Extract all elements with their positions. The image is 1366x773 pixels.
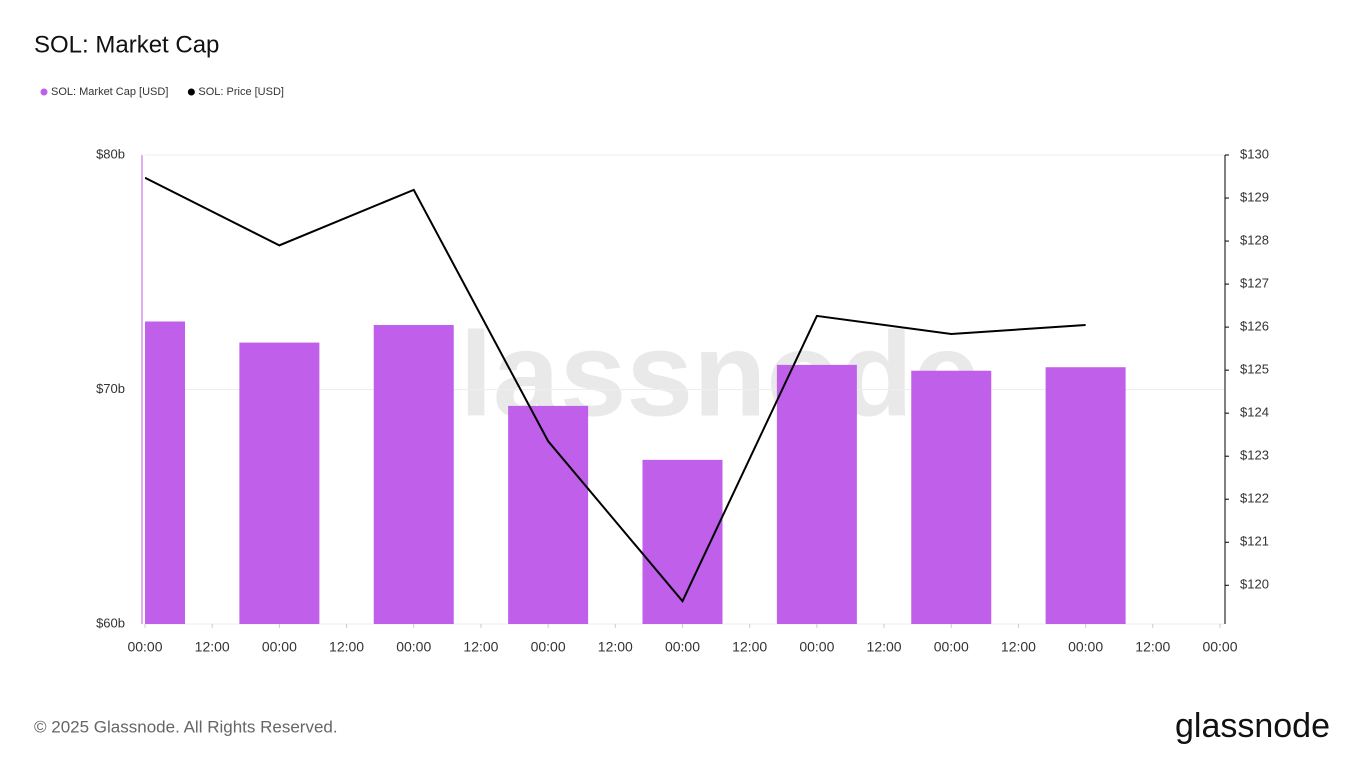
- x-tick-label: 12:00: [867, 639, 902, 655]
- y2-tick-label: $128: [1240, 232, 1269, 247]
- chart-title: SOL: Market Cap: [34, 31, 219, 58]
- bar: [776, 364, 857, 624]
- legend-label: SOL: Market Cap [USD]: [51, 86, 168, 98]
- bar: [239, 342, 320, 624]
- legend-dot: [40, 88, 48, 96]
- x-tick-label: 12:00: [463, 639, 498, 655]
- y-tick-label: $80b: [96, 146, 125, 161]
- y2-tick-label: $125: [1240, 362, 1269, 377]
- legend-label: SOL: Price [USD]: [198, 86, 284, 98]
- y-tick-label: $60b: [96, 615, 125, 630]
- bar: [145, 321, 185, 624]
- x-tick-label: 00:00: [934, 639, 969, 655]
- x-tick-label: 12:00: [195, 639, 230, 655]
- y2-tick-label: $120: [1240, 577, 1269, 592]
- x-tick-label: 00:00: [531, 639, 566, 655]
- x-tick-label: 12:00: [329, 639, 364, 655]
- x-tick-label: 00:00: [799, 639, 834, 655]
- y2-tick-label: $122: [1240, 491, 1269, 506]
- y2-tick-label: $121: [1240, 534, 1269, 549]
- x-tick-label: 12:00: [1135, 639, 1170, 655]
- bar: [373, 325, 454, 624]
- x-tick-label: 12:00: [598, 639, 633, 655]
- y2-tick-label: $124: [1240, 405, 1269, 420]
- y2-tick-label: $130: [1240, 146, 1269, 161]
- x-tick-label: 00:00: [1068, 639, 1103, 655]
- y2-tick-label: $126: [1240, 319, 1269, 334]
- y2-tick-label: $127: [1240, 276, 1269, 291]
- x-tick-label: 00:00: [1202, 639, 1237, 655]
- brand-logo: glassnode: [1175, 707, 1330, 745]
- y2-tick-label: $123: [1240, 448, 1269, 463]
- bar: [911, 370, 992, 624]
- footer: © 2025 Glassnode. All Rights Reserved.: [34, 717, 338, 736]
- x-tick-label: 00:00: [396, 639, 431, 655]
- bar: [1045, 367, 1126, 624]
- x-tick-label: 12:00: [732, 639, 767, 655]
- x-tick-label: 00:00: [127, 639, 162, 655]
- x-tick-label: 00:00: [262, 639, 297, 655]
- x-tick-label: 00:00: [665, 639, 700, 655]
- legend-dot: [187, 88, 195, 96]
- watermark: glassnode: [386, 308, 980, 442]
- y2-tick-label: $129: [1240, 189, 1269, 204]
- bar: [642, 459, 723, 624]
- price-line: [145, 176, 1086, 604]
- bar: [508, 405, 589, 624]
- y-tick-label: $70b: [96, 381, 125, 396]
- x-tick-label: 12:00: [1001, 639, 1036, 655]
